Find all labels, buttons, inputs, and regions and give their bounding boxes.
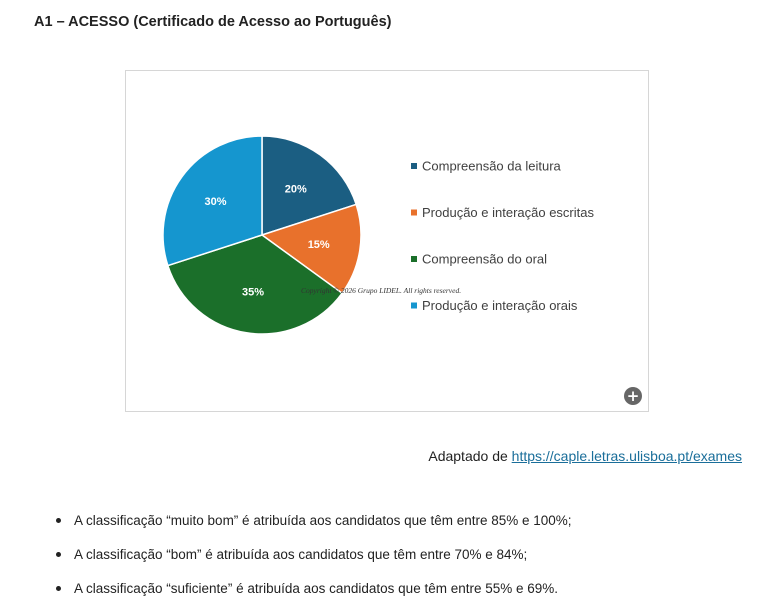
legend-swatch xyxy=(411,302,417,309)
chart-container: 20% 15% 35% 30% Compreensão da leitura Produç… xyxy=(125,70,649,412)
attribution-prefix: Adaptado de xyxy=(428,448,512,464)
bullet-icon xyxy=(56,586,61,591)
slice-data-label: 35% xyxy=(242,287,264,299)
legend-swatch xyxy=(411,209,417,216)
pie-slice xyxy=(260,203,362,295)
expand-icon[interactable]: + xyxy=(624,387,642,405)
legend-label: Compreensão da leitura xyxy=(422,159,562,174)
slice-data-label: 30% xyxy=(205,196,227,208)
copyright-watermark: Copyright © 2026 Grupo LIDEL. All rights… xyxy=(301,286,461,295)
legend-swatch xyxy=(411,163,417,169)
slice-data-label: 20% xyxy=(285,184,307,196)
pie-slice xyxy=(162,135,263,267)
pie-chart: 20% 15% 35% 30% Compreensão da leitura Produç… xyxy=(162,135,594,335)
bullet-icon xyxy=(56,518,61,523)
section-heading: A1 – ACESSO (Certificado de Acesso ao Po… xyxy=(34,14,392,30)
list-item: A classificação “muito bom” é atribuída … xyxy=(56,503,572,537)
legend-swatch xyxy=(411,256,417,262)
pie-slice xyxy=(166,234,344,335)
list-item-text: A classificação “bom” é atribuída aos ca… xyxy=(74,547,528,562)
legend-label: Compreensão do oral xyxy=(422,252,547,267)
list-item-text: A classificação “muito bom” é atribuída … xyxy=(74,513,572,528)
list-item-text: A classificação “suficiente” é atribuída… xyxy=(74,581,559,596)
list-item: A classificação “suficiente” é atribuída… xyxy=(56,571,572,605)
bullet-icon xyxy=(56,552,61,557)
list-item: A classificação “bom” é atribuída aos ca… xyxy=(56,537,572,571)
legend-label: Produção e interação escritas xyxy=(422,205,594,220)
slice-data-label: 15% xyxy=(308,239,330,251)
source-link[interactable]: https://caple.letras.ulisboa.pt/exames xyxy=(511,448,742,464)
legend-label: Produção e interação orais xyxy=(422,298,578,313)
source-attribution: Adaptado de https://caple.letras.ulisboa… xyxy=(428,448,742,464)
classification-list: A classificação “muito bom” é atribuída … xyxy=(56,503,572,605)
pie-slice xyxy=(261,135,358,237)
